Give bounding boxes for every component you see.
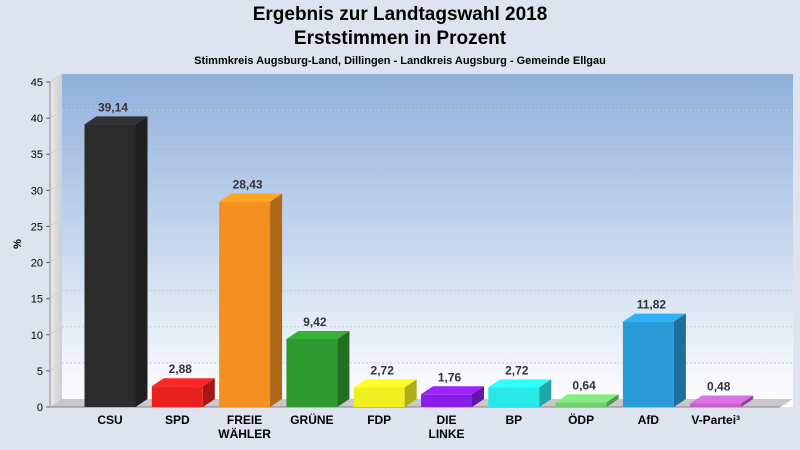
bar xyxy=(690,395,754,407)
bar-side xyxy=(337,330,350,407)
x-category-label: WÄHLER xyxy=(218,426,271,441)
bar-top xyxy=(488,379,552,388)
y-tick-label: 30 xyxy=(31,185,43,197)
bar-value-label: 0,64 xyxy=(572,378,596,392)
chart-subtitle: Erststimmen in Prozent xyxy=(293,28,507,49)
bar-side xyxy=(135,116,148,408)
y-tick-label: 35 xyxy=(31,149,43,161)
value-labels: 39,14 2,88 28,43 9,42 2,72 1,76 2,72 0,64 11,82 0… xyxy=(98,100,731,393)
bar-value-label: 39,14 xyxy=(98,100,128,114)
bar-top xyxy=(622,313,686,322)
bar-front xyxy=(84,124,136,408)
bar-top xyxy=(690,395,754,404)
bar-front xyxy=(488,387,540,407)
y-tick-label: 5 xyxy=(37,366,43,378)
bar-side xyxy=(404,379,417,407)
bar-front xyxy=(353,387,405,407)
bar-side xyxy=(741,395,754,407)
x-category-label: AfD xyxy=(638,413,660,427)
grid-lines xyxy=(49,73,793,372)
bar-side xyxy=(673,313,686,407)
bar-value-label: 1,76 xyxy=(438,370,462,384)
bars-group xyxy=(84,116,754,408)
grid-line-side xyxy=(49,362,63,372)
y-tick-label: 40 xyxy=(31,113,43,125)
x-category-label: ÖDP xyxy=(568,412,594,427)
bar-side xyxy=(270,193,283,407)
x-category-label: SPD xyxy=(165,413,190,427)
bar-top xyxy=(555,394,619,403)
grid-line-side xyxy=(49,109,63,119)
x-category-label: DIE xyxy=(436,413,456,427)
y-tick-label: 0 xyxy=(37,402,43,414)
bar-value-label: 2,88 xyxy=(169,362,193,376)
bar xyxy=(488,379,552,407)
grid-line-side xyxy=(49,254,63,263)
y-tick-label: 10 xyxy=(31,330,43,342)
y-tick-label: 20 xyxy=(31,258,43,270)
grid-line-side xyxy=(49,290,63,300)
y-tick-label: 25 xyxy=(31,221,43,233)
x-category-label: GRÜNE xyxy=(290,412,333,427)
bar-front xyxy=(151,386,203,407)
y-axis: 0 5 10 15 20 25 30 35 40 45 xyxy=(31,77,50,414)
bar xyxy=(555,394,619,407)
bar-value-label: 2,72 xyxy=(505,363,529,377)
bar xyxy=(84,116,148,408)
bar-front xyxy=(286,338,338,407)
chart-title: Ergebnis zur Landtagswahl 2018 xyxy=(252,4,548,25)
chart-region-label: Stimmkreis Augsburg-Land, Dillingen - La… xyxy=(194,55,606,67)
bar-front xyxy=(555,402,607,407)
bar-side xyxy=(202,378,215,407)
x-category-label: LINKE xyxy=(429,427,465,441)
bar-top xyxy=(84,116,148,125)
bar-side xyxy=(472,386,484,407)
grid-line-side xyxy=(49,145,63,155)
x-category-label: V-Partei³ xyxy=(691,413,740,427)
bar-front xyxy=(219,201,271,407)
bar-side xyxy=(606,394,619,407)
grid-line-side xyxy=(49,326,63,336)
bar-front xyxy=(622,321,674,407)
x-category-label: FDP xyxy=(367,413,391,427)
plot-side-wall xyxy=(50,74,62,407)
grid-line-side xyxy=(49,181,63,191)
bar-front xyxy=(421,394,472,407)
bar-value-label: 2,72 xyxy=(371,363,395,377)
grid-line-side xyxy=(49,218,63,227)
bar-top xyxy=(421,386,484,395)
bar-value-label: 11,82 xyxy=(637,298,667,312)
bar xyxy=(421,386,484,407)
bar-front xyxy=(690,403,742,407)
x-category-label: CSU xyxy=(97,413,122,427)
bar xyxy=(353,379,417,407)
bar-side xyxy=(539,379,552,407)
bar-top xyxy=(151,378,215,387)
x-category-label: FREIE xyxy=(227,413,262,427)
bar xyxy=(151,378,215,407)
bar-value-label: 28,43 xyxy=(233,178,263,192)
bar-value-label: 0,48 xyxy=(707,380,731,394)
bar-top xyxy=(353,379,417,388)
bar-top xyxy=(219,193,283,202)
y-tick-label: 15 xyxy=(31,294,43,306)
y-tick-label: 45 xyxy=(31,77,43,89)
bar xyxy=(622,313,686,407)
y-axis-label: % xyxy=(12,239,24,249)
bar xyxy=(219,193,283,407)
grid-line-side xyxy=(49,73,63,83)
x-category-label: BP xyxy=(505,413,522,427)
bar-value-label: 9,42 xyxy=(303,315,327,329)
bar-top xyxy=(286,330,350,339)
bar xyxy=(286,330,350,407)
